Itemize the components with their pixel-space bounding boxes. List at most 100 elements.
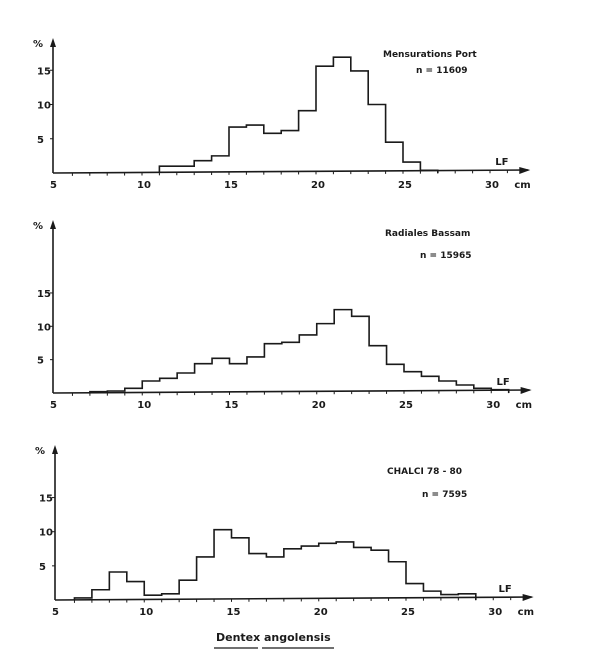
- x-unit-label: cm: [518, 607, 534, 618]
- y-tick-label: 5: [37, 135, 44, 146]
- x-unit-label: cm: [514, 180, 530, 191]
- histogram-bar: [229, 127, 246, 173]
- histogram-bar: [179, 580, 196, 600]
- x-unit-label: cm: [516, 400, 532, 411]
- x-tick-label: 25: [401, 607, 415, 618]
- histogram-bar: [352, 316, 369, 393]
- histogram-bar: [249, 554, 266, 600]
- y-axis-label: %: [35, 446, 45, 457]
- caption-species: angolensis: [264, 631, 331, 644]
- y-axis-label: %: [33, 39, 43, 50]
- x-tick-label: 10: [139, 607, 153, 618]
- x-tick-label: 25: [398, 180, 412, 191]
- histogram-bar: [316, 66, 333, 173]
- x-axis-label: LF: [496, 377, 509, 388]
- x-tick-label: 20: [312, 400, 326, 411]
- x-axis-label: LF: [498, 584, 511, 595]
- histogram-bar: [386, 142, 403, 173]
- y-tick-label: 10: [39, 528, 53, 539]
- y-tick-label: 15: [39, 494, 53, 505]
- histogram-bar: [232, 538, 249, 600]
- x-tick-label: 30: [488, 607, 502, 618]
- panel-title: CHALCI 78 - 80: [387, 467, 462, 477]
- x-tick-label: 15: [225, 400, 239, 411]
- panel-title: Radiales Bassam: [385, 229, 470, 239]
- x-axis-arrow: [519, 167, 531, 174]
- histogram-bar: [368, 105, 385, 174]
- histogram-bar: [282, 342, 299, 393]
- x-tick-label: 20: [311, 180, 325, 191]
- histogram-bar: [336, 542, 353, 600]
- histogram-bar: [197, 557, 214, 600]
- sample-size-label: n = 15965: [420, 251, 472, 261]
- x-tick-label: 5: [50, 180, 57, 191]
- histogram-bar: [230, 364, 247, 393]
- histogram-bar: [247, 357, 264, 393]
- sample-size-label: n = 7595: [422, 490, 467, 500]
- caption-genus: Dentex: [216, 631, 260, 644]
- x-axis-arrow: [522, 594, 534, 601]
- y-axis-label: %: [33, 221, 43, 232]
- histogram-bar: [369, 346, 386, 393]
- histogram-bar: [214, 530, 231, 600]
- x-tick-label: 30: [486, 400, 500, 411]
- x-axis: [54, 596, 532, 601]
- histogram-bar: [351, 71, 368, 173]
- histogram-bar: [92, 590, 109, 600]
- y-axis-arrow: [50, 220, 56, 229]
- y-axis-arrow: [52, 445, 58, 454]
- histogram-bar: [246, 125, 263, 173]
- histogram-bar: [333, 57, 350, 173]
- histogram-outline: [73, 528, 477, 600]
- y-tick-label: 10: [37, 322, 51, 333]
- y-tick-label: 10: [37, 101, 51, 112]
- histogram-bar: [301, 546, 318, 600]
- histogram-bar: [281, 131, 298, 173]
- x-tick-label: 25: [399, 400, 413, 411]
- x-axis-label: LF: [495, 157, 508, 168]
- histogram-bar: [319, 543, 336, 600]
- histogram-bar: [127, 582, 144, 600]
- histogram-bar: [212, 358, 229, 393]
- histogram-bar: [177, 373, 194, 393]
- histogram-bar: [299, 335, 316, 393]
- y-axis-arrow: [50, 38, 56, 47]
- histogram-bar: [194, 161, 211, 173]
- histogram-panel-2: 5 10 15 20 25 30 cm LF% 5 10 15 Radiales Bassam n = …: [33, 220, 532, 411]
- histogram-bar: [423, 591, 440, 600]
- y-tick-label: 15: [37, 66, 51, 77]
- x-axis: [52, 169, 529, 174]
- histogram-bar: [284, 549, 301, 600]
- x-tick-label: 10: [137, 400, 151, 411]
- histogram-bar: [109, 572, 126, 600]
- histogram-panel-3: 5 10 15 20 25 30 cm LF% 5 10 15 CHALCI 78 - 80 n = 7…: [35, 445, 534, 618]
- histogram-bar: [266, 557, 283, 600]
- histogram-bar: [299, 111, 316, 173]
- y-tick-label: 5: [37, 356, 44, 367]
- histogram-bar: [371, 550, 388, 600]
- histogram-bar: [212, 156, 229, 173]
- histogram-panel-1: 5 10 15 20 25 30 cm LF% 5 10 15 Mensurations Port n …: [33, 38, 531, 191]
- sample-size-label: n = 11609: [416, 66, 468, 76]
- x-tick-label: 30: [485, 180, 499, 191]
- histogram-bar: [404, 372, 421, 393]
- histogram-bar: [354, 547, 371, 600]
- histogram-outline: [89, 308, 510, 393]
- y-tick-label: 5: [39, 562, 46, 573]
- x-tick-label: 5: [52, 607, 59, 618]
- histogram-bar: [389, 562, 406, 600]
- histogram-bar: [317, 324, 334, 393]
- histogram-bar: [264, 344, 281, 393]
- histogram-outline: [158, 56, 439, 173]
- y-tick-label: 15: [37, 289, 51, 300]
- x-tick-label: 10: [137, 180, 151, 191]
- histogram-bar: [195, 364, 212, 393]
- x-axis-arrow: [520, 387, 532, 394]
- x-tick-label: 20: [314, 607, 328, 618]
- histogram-bar: [456, 385, 473, 393]
- histogram-bar: [334, 310, 351, 393]
- histogram-bar: [142, 381, 159, 393]
- x-tick-label: 5: [50, 400, 57, 411]
- panel-title: Mensurations Port: [383, 50, 477, 60]
